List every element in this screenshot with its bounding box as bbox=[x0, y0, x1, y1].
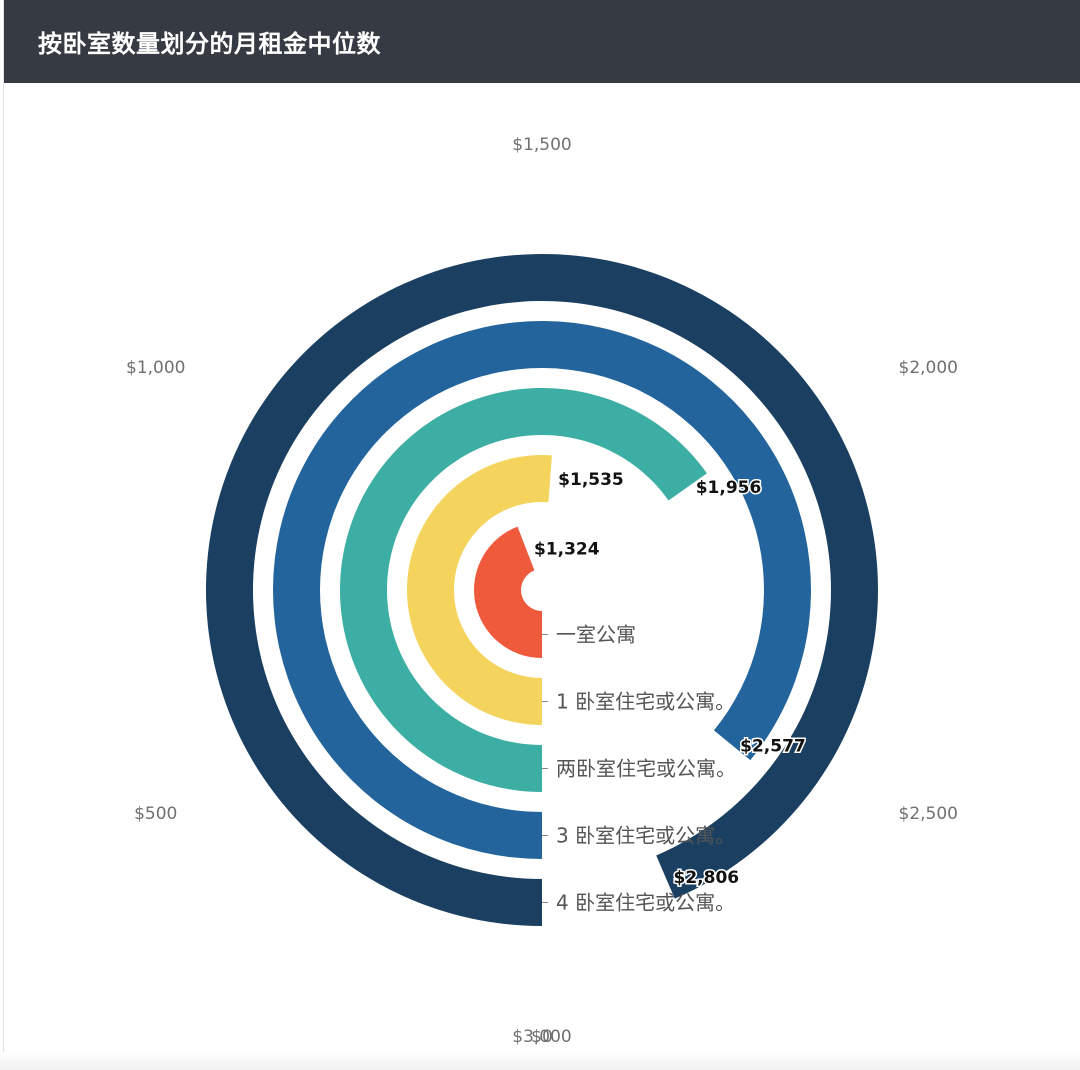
value-label-2: $1,535 bbox=[558, 470, 624, 490]
value-labels: $1,324 $1,535 $1,956 $2,577 $2,806 bbox=[532, 468, 807, 889]
axis-tick-label-5: $2,500 bbox=[899, 804, 958, 824]
category-label-5: 4 卧室住宅或公寓。 bbox=[556, 891, 735, 915]
category-label-2: 1 卧室住宅或公寓。 bbox=[556, 690, 735, 714]
category-label-4: 3 卧室住宅或公寓。 bbox=[556, 824, 735, 848]
category-labels: 一室公寓 1 卧室住宅或公寓。两卧室住宅或公寓。 3 卧室住宅或公寓。 4 卧室住宅或… bbox=[542, 623, 736, 915]
bar-3[interactable] bbox=[340, 388, 707, 792]
card-header: 按卧室数量划分的月租金中位数 bbox=[4, 0, 1080, 83]
value-label-3: $1,956 bbox=[696, 478, 762, 498]
bars-layer bbox=[205, 253, 878, 927]
axis-tick-label-2: $1,000 bbox=[126, 358, 185, 378]
chart-title: 按卧室数量划分的月租金中位数 bbox=[38, 30, 381, 58]
axis-tick-label-1: $500 bbox=[134, 804, 177, 824]
axis-tick-label-3: $1,500 bbox=[512, 135, 571, 155]
axis-tick-label-4: $2,000 bbox=[899, 358, 958, 378]
value-label-5: $2,806 bbox=[674, 868, 740, 888]
bar-2[interactable] bbox=[406, 454, 552, 725]
bottom-strip bbox=[0, 1052, 1080, 1070]
bar-1[interactable] bbox=[473, 526, 542, 658]
axis-ticks: $0 $500 $1,000 $1,500 $2,000 $2,500 $3,000 bbox=[126, 135, 958, 1047]
category-label-1: 一室公寓 bbox=[556, 623, 636, 647]
value-label-1: $1,324 bbox=[534, 539, 600, 559]
value-label-4: $2,577 bbox=[740, 736, 806, 756]
axis-tick-label-6: $3,000 bbox=[512, 1027, 571, 1047]
category-label-3: 两卧室住宅或公寓。 bbox=[556, 757, 736, 781]
axis-tick-label-0: $0 bbox=[531, 1027, 553, 1047]
